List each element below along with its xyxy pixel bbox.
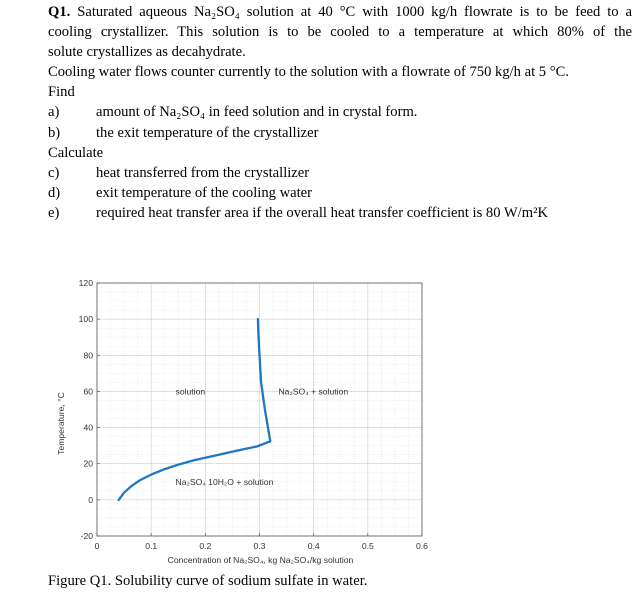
figure-caption: Figure Q1. Solubility curve of sodium su… (48, 573, 368, 589)
annotation-decahydrate-solution: Na₂SO₄ 10H₂O + solution (176, 477, 274, 487)
y-tick-label: -20 (81, 531, 94, 541)
question-intro-line-4: Cooling water flows counter currently to… (48, 64, 569, 81)
question-intro-text: Saturated aqueous Na₂SO₄ solution at 40 … (77, 4, 632, 20)
item-text: required heat transfer area if the overa… (96, 204, 548, 221)
y-tick-label: 120 (79, 278, 94, 288)
x-tick-label: 0.6 (416, 541, 428, 551)
question-intro-line-2: cooling crystallizer. This solution is t… (48, 24, 632, 41)
x-axis-label: Concentration of Na₂SO₄, kg Na₂SO₄/kg so… (168, 555, 354, 565)
question-block: Q1. Saturated aqueous Na₂SO₄ solution at… (48, 2, 632, 223)
find-item-a: a) amount of Na₂SO₄ in feed solution and… (48, 102, 632, 122)
question-heading: Q1. (48, 4, 71, 20)
y-tick-label: 60 (83, 386, 93, 396)
y-tick-label: 80 (83, 350, 93, 360)
y-tick-label: 20 (83, 459, 93, 469)
annotation-solution: solution (176, 386, 206, 396)
item-label: a) (48, 104, 60, 121)
x-tick-label: 0.1 (145, 541, 157, 551)
solubility-chart: 0 0.1 0.2 0.3 0.4 0.5 0.6120100806040200-20Con… (56, 278, 428, 565)
x-tick-label: 0.3 (254, 541, 266, 551)
x-tick-label: 0 (95, 541, 100, 551)
item-label: c) (48, 164, 60, 181)
calculate-item-d: d) exit temperature of the cooling water (48, 183, 632, 203)
item-label: e) (48, 204, 60, 221)
calculate-label: Calculate (48, 144, 104, 161)
question-intro-line-3: solute crystallizes as decahydrate. (48, 44, 246, 61)
x-tick-label: 0.5 (362, 541, 374, 551)
y-axis-label: Temperature, °C (56, 392, 66, 455)
item-label: b) (48, 124, 61, 141)
calculate-item-c: c) heat transferred from the crystallize… (48, 163, 632, 183)
find-item-b: b) the exit temperature of the crystalli… (48, 123, 632, 143)
item-label: d) (48, 184, 61, 201)
x-tick-label: 0.2 (199, 541, 211, 551)
y-tick-label: 0 (88, 495, 93, 505)
x-tick-label: 0.4 (308, 541, 320, 551)
find-label: Find (48, 84, 75, 101)
solubility-curve-line (117, 317, 272, 502)
item-text: amount of Na₂SO₄ in feed solution and in… (96, 104, 418, 121)
y-tick-label: 40 (83, 423, 93, 433)
y-tick-label: 100 (79, 314, 94, 324)
item-text: heat transferred from the crystallizer (96, 164, 310, 181)
question-intro-line-1: Q1. Saturated aqueous Na₂SO₄ solution at… (48, 2, 632, 22)
item-text: exit temperature of the cooling water (96, 184, 312, 201)
annotation-na2so4-solution: Na₂SO₄ + solution (278, 386, 348, 396)
calculate-item-e: e) required heat transfer area if the ov… (48, 203, 632, 223)
item-text: the exit temperature of the crystallizer (96, 124, 319, 141)
